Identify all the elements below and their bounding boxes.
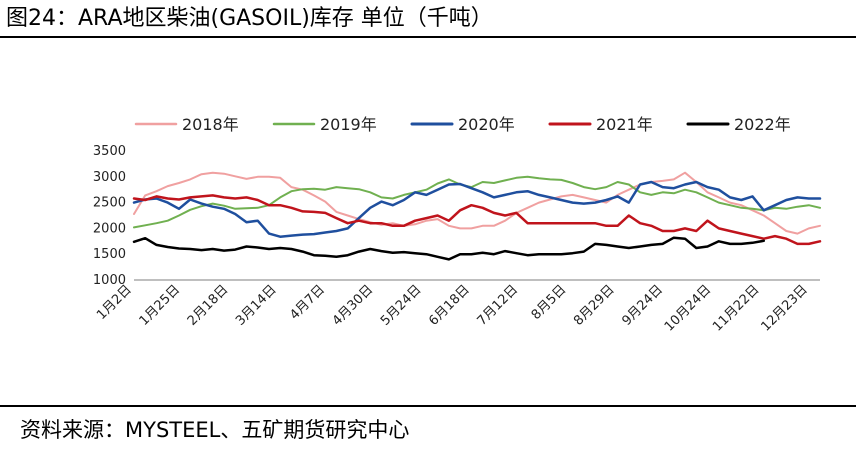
x-tick-label: 9月24日 — [619, 282, 666, 329]
chart-series — [132, 171, 822, 261]
y-tick-label: 1500 — [93, 247, 126, 262]
series-line-2022年 — [132, 236, 766, 261]
x-tick-label: 1月25日 — [137, 282, 184, 329]
x-tick-label: 11月22日 — [710, 282, 762, 334]
series-line-2019年 — [133, 175, 821, 229]
x-tick-label: 7月12日 — [475, 282, 522, 329]
series-line-2020年 — [132, 180, 822, 238]
x-tick-label: 5月24日 — [378, 282, 425, 329]
y-tick-label: 2500 — [93, 196, 126, 211]
y-axis: 1000 1500 2000 2500 3000 3500 — [93, 144, 126, 288]
legend-label: 2019年 — [320, 115, 377, 134]
y-tick-label: 2000 — [93, 221, 126, 236]
x-tick-label: 10月24日 — [662, 282, 714, 334]
series-line-2018年 — [133, 171, 821, 235]
x-tick-label: 8月29日 — [571, 282, 618, 329]
chart-legend: 2018年 2019年 2020年 2021年 2022年 — [134, 115, 791, 134]
x-tick-label: 4月7日 — [287, 282, 328, 323]
x-tick-label: 2月18日 — [185, 282, 232, 329]
y-tick-label: 3500 — [93, 144, 126, 159]
source-note: 资料来源：MYSTEEL、五矿期货研究中心 — [20, 418, 410, 442]
x-tick-label: 4月30日 — [330, 282, 377, 329]
x-tick-label: 12月23日 — [758, 282, 810, 334]
series-line-2021年 — [132, 194, 822, 246]
x-tick-label: 8月5日 — [529, 282, 570, 323]
x-tick-label: 3月14日 — [233, 282, 280, 329]
y-tick-label: 3000 — [93, 170, 126, 185]
y-tick-label: 1000 — [93, 273, 126, 288]
x-tick-label: 6月18日 — [426, 282, 473, 329]
bottom-divider — [0, 405, 856, 407]
legend-label: 2020年 — [458, 115, 515, 134]
chart-title: 图24：ARA地区柴油(GASOIL)库存 单位（千吨） — [6, 6, 493, 31]
x-axis: 1月2日 1月25日 2月18日 3月14日 4月7日 4月30日 5月24日 6月18日 7月… — [94, 279, 820, 335]
legend-label: 2022年 — [734, 115, 791, 134]
legend-label: 2021年 — [596, 115, 653, 134]
legend-label: 2018年 — [182, 115, 239, 134]
top-divider — [0, 36, 856, 38]
x-tick-label: 1月2日 — [94, 282, 135, 323]
